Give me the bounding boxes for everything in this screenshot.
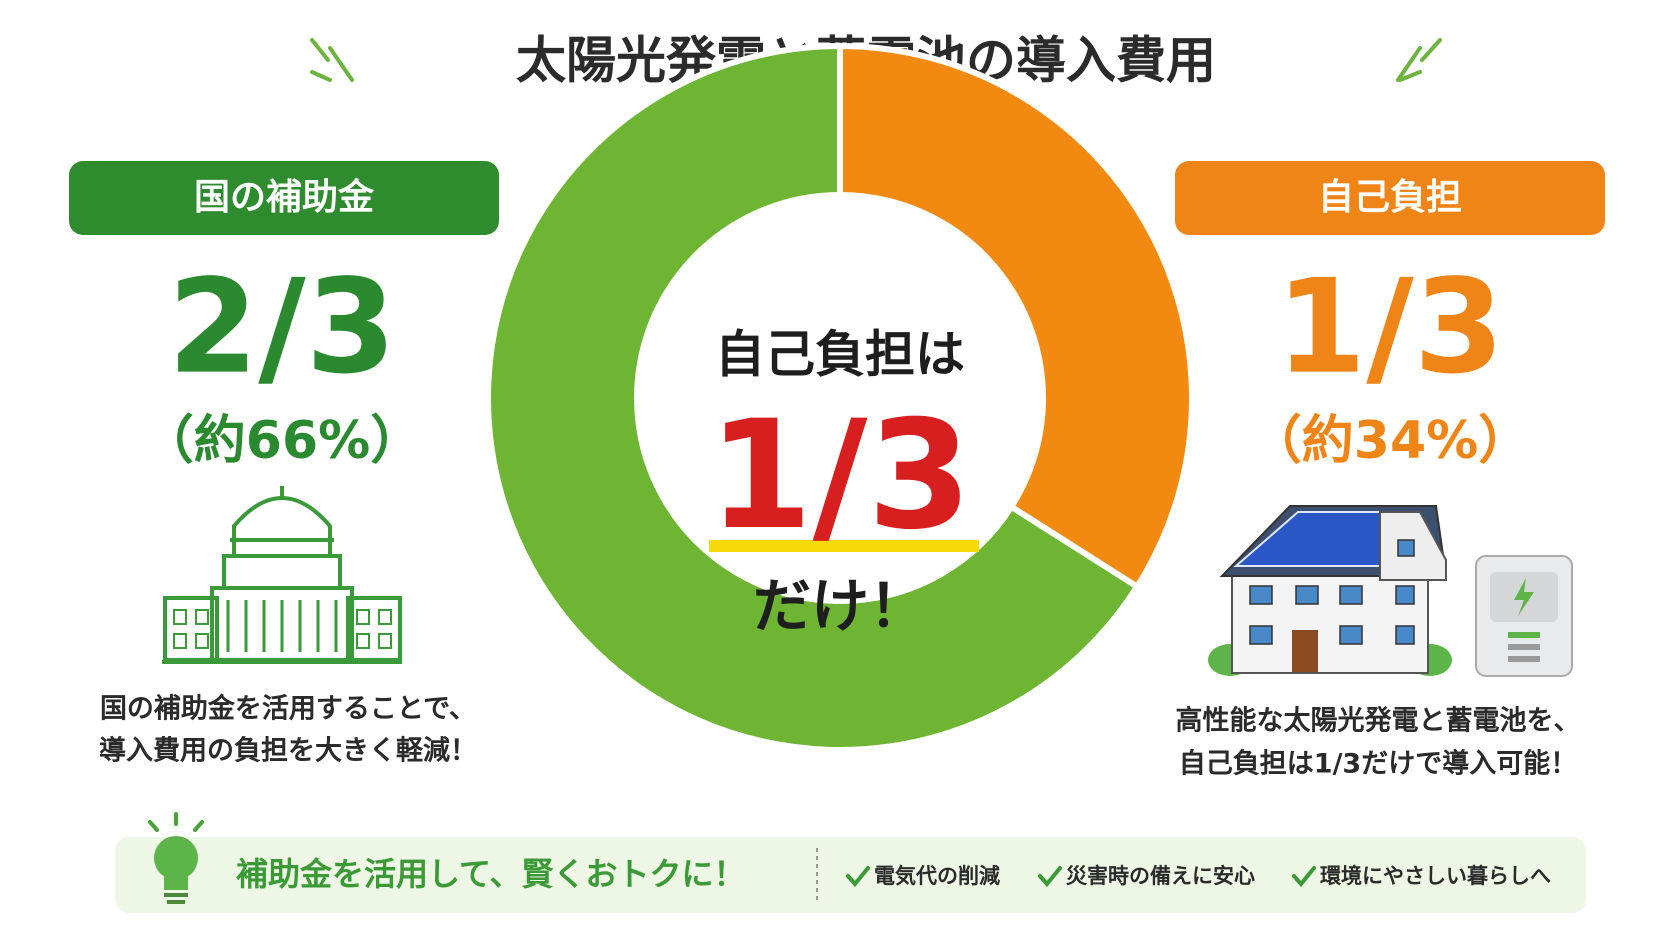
badge bbox=[1175, 161, 1605, 235]
badge-label: 自己負担 bbox=[1318, 177, 1462, 218]
title-decoration bbox=[310, 38, 1442, 82]
percent-label: （約34%） bbox=[1250, 411, 1530, 471]
description: 国の補助金を活用することで、 bbox=[100, 693, 476, 725]
donut-segment bbox=[485, 42, 1142, 753]
footer-point: 電気代の削減 bbox=[874, 864, 1000, 888]
footer-message: 補助金を活用して、賢くおトクに！ bbox=[236, 855, 745, 893]
battery-icon bbox=[1475, 555, 1573, 677]
description: 高性能な太陽光発電と蓄電池を、 bbox=[1176, 705, 1581, 737]
highlight-underline bbox=[709, 540, 979, 552]
footer-banner bbox=[115, 837, 1586, 913]
fraction: 1/3 bbox=[1276, 251, 1504, 403]
center-highlight: 1/3 bbox=[708, 389, 972, 563]
footer-point: 環境にやさしい暮らしへ bbox=[1320, 864, 1551, 888]
percent-label: （約66%） bbox=[142, 411, 422, 471]
lightbulb-icon bbox=[148, 812, 204, 904]
check-icon bbox=[846, 866, 870, 888]
description: 導入費用の負担を大きく軽減！ bbox=[99, 735, 477, 767]
badge bbox=[69, 161, 499, 235]
fraction: 2/3 bbox=[168, 251, 396, 403]
donut-segment bbox=[837, 42, 1195, 591]
house-icon bbox=[1208, 505, 1452, 676]
description: 自己負担は1/3だけで導入可能！ bbox=[1179, 748, 1577, 780]
check-icon bbox=[1038, 866, 1062, 888]
check-icon bbox=[1292, 866, 1316, 888]
badge-label: 国の補助金 bbox=[194, 176, 375, 218]
center-text: 自己負担は bbox=[715, 326, 965, 384]
donut bbox=[485, 42, 1195, 753]
center-text: だけ！ bbox=[753, 572, 927, 640]
footer-point: 災害時の備えに安心 bbox=[1066, 864, 1255, 888]
government-building-icon bbox=[162, 486, 402, 664]
